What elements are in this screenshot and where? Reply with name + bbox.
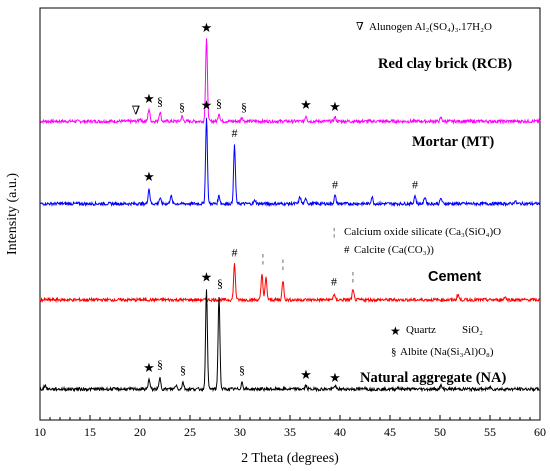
legend-alunogen-symbol: ∇	[356, 21, 364, 33]
peak-marker-6: §	[241, 100, 247, 114]
peak-marker-17: #	[331, 274, 337, 288]
peak-marker-18: ¦	[352, 269, 354, 283]
x-tick-label-40: 40	[334, 425, 346, 439]
peak-marker-3: §	[179, 100, 185, 114]
x-tick-label-45: 45	[384, 425, 396, 439]
peak-marker-13: #	[412, 178, 418, 192]
series-line-1	[39, 117, 541, 208]
legend-calcium-silicate-symbol: ¦	[333, 226, 335, 238]
peak-marker-12: #	[332, 178, 338, 192]
x-tick-label-25: 25	[184, 425, 196, 439]
series-layer	[39, 38, 541, 393]
x-tick-label-30: 30	[234, 425, 246, 439]
series-line-3	[39, 289, 541, 393]
peak-marker-7: ★	[300, 97, 312, 112]
x-tick-label-55: 55	[484, 425, 496, 439]
series-label-mortar: Mortar (MT)	[412, 134, 494, 150]
x-tick-label-10: 10	[34, 425, 46, 439]
x-tick-label-15: 15	[84, 425, 96, 439]
x-tick-label-35: 35	[284, 425, 296, 439]
series-line-2	[39, 263, 541, 304]
peak-marker-19: ★	[143, 360, 155, 375]
peak-marker-15: ¦	[262, 251, 264, 265]
legend-calcite-text: Calcite (Ca(CO₃))	[354, 244, 434, 256]
peak-marker-4: ★	[201, 20, 213, 35]
peak-marker-22: ★	[201, 269, 213, 284]
x-tick-label-50: 50	[434, 425, 446, 439]
peak-marker-14: #	[232, 246, 238, 260]
legend-quartz-text: Quartz	[406, 324, 436, 336]
peak-marker-0: ∇	[132, 103, 140, 117]
peak-marker-9: ★	[143, 169, 155, 184]
x-axis-label: 2 Theta (degrees)	[241, 451, 339, 466]
legend-albite-symbol: §	[391, 346, 397, 358]
y-axis-label: Intensity (a.u.)	[5, 173, 20, 255]
legend-alunogen-text: Alunogen Al₂(SO₄)₃.17H₂O	[369, 21, 492, 33]
x-tick-label-60: 60	[534, 425, 546, 439]
peak-marker-10: ★	[201, 98, 213, 113]
series-label-rcb: Red clay brick (RCB)	[378, 56, 512, 72]
legend-albite-text: Albite (Na(Si₃Al)O₈)	[400, 346, 494, 358]
peak-marker-2: §	[157, 95, 163, 109]
series-label-na: Natural aggregate (NA)	[360, 370, 506, 386]
series-line-0	[39, 38, 541, 125]
peak-marker-16: ¦	[282, 257, 284, 271]
peak-marker-25: ★	[300, 367, 312, 382]
peak-marker-11: #	[232, 126, 238, 140]
legend-quartz-formula: SiO₂	[462, 324, 483, 336]
peak-markers: ∇★ § §★§ § ★ ★★★## ## ¦ ¦# ¦★ § §★ §§ ★ ★	[132, 20, 418, 385]
peak-marker-24: §	[239, 363, 245, 377]
legend-calcite-symbol: #	[344, 244, 350, 256]
legend-quartz-symbol: ★	[390, 324, 401, 338]
peak-marker-5: §	[216, 97, 222, 111]
peak-marker-21: §	[180, 363, 186, 377]
x-axis: 10 15 20 25 30 35 40 45 50 55 60	[34, 415, 546, 439]
x-tick-label-20: 20	[134, 425, 146, 439]
peak-marker-20: §	[157, 358, 163, 372]
peak-marker-1: ★	[143, 91, 155, 106]
legend-calcium-silicate-text: Calcium oxide silicate (Ca₃(SiO₄)O	[344, 226, 501, 238]
peak-marker-23: §	[217, 277, 223, 291]
peak-marker-8: ★	[329, 99, 341, 114]
series-label-cement: Cement	[428, 269, 481, 285]
peak-marker-26: ★	[329, 370, 341, 385]
